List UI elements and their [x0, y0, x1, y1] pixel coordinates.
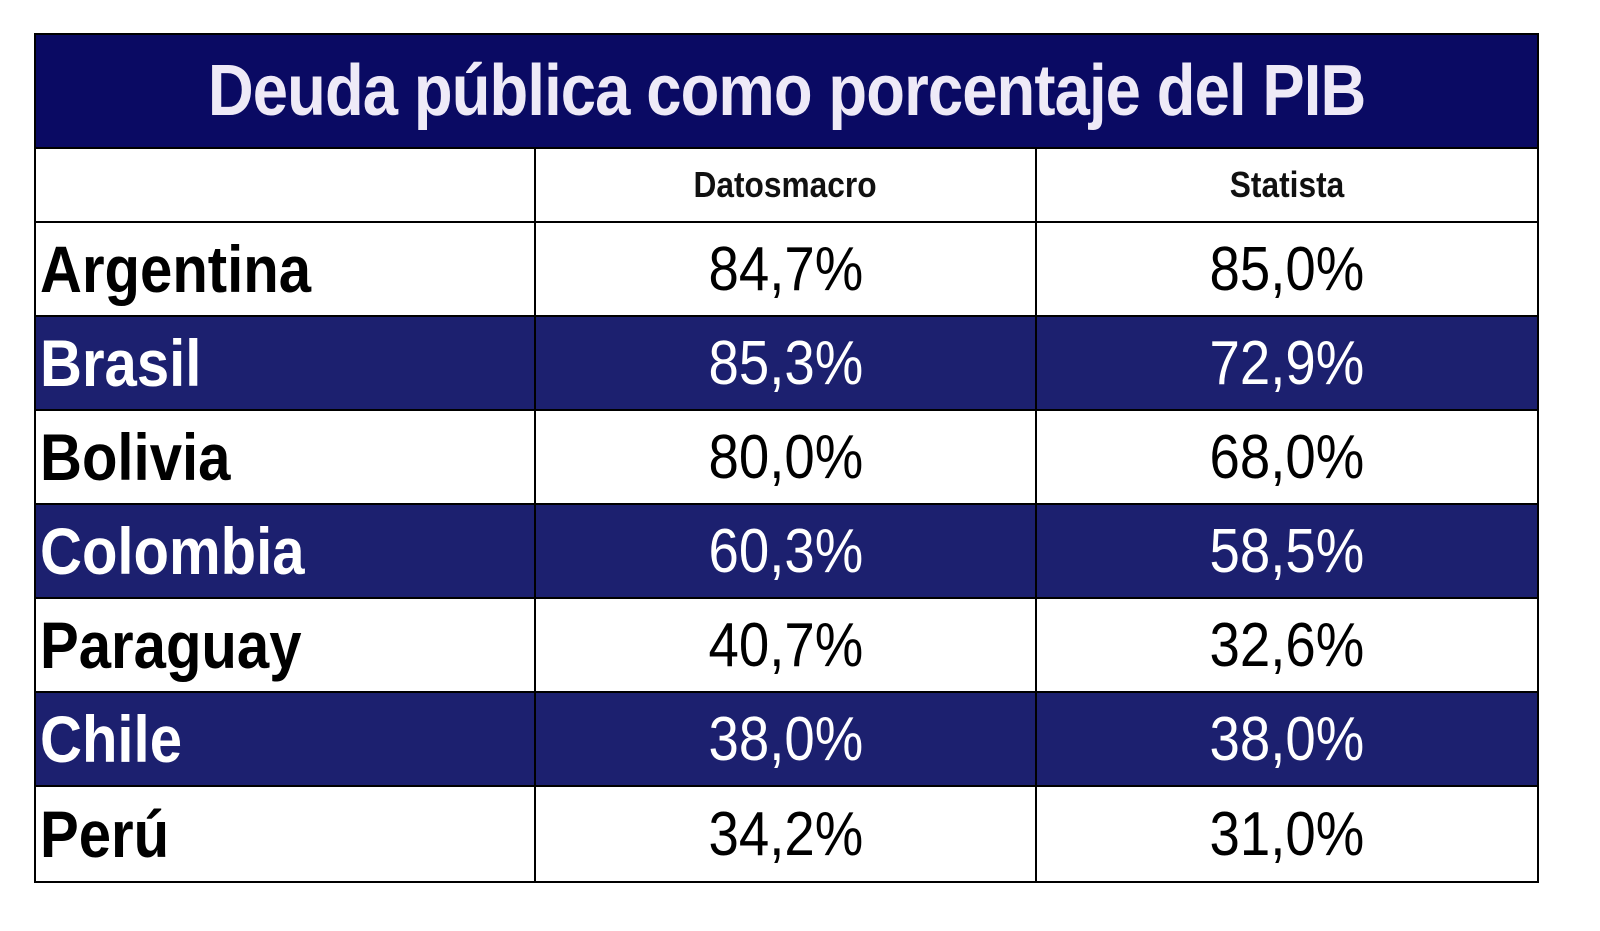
country-cell: Brasil — [36, 317, 536, 409]
country-cell: Chile — [36, 693, 536, 785]
statista-value-cell: 68,0% — [1037, 411, 1537, 503]
datosmacro-value-cell: 85,3% — [536, 317, 1037, 409]
header-cell-datosmacro: Datosmacro — [536, 149, 1037, 221]
table-row: Colombia 60,3% 58,5% — [36, 505, 1537, 599]
country-cell: Perú — [36, 787, 536, 881]
debt-table: Deuda pública como porcentaje del PIB Da… — [34, 33, 1539, 883]
statista-value-text: 72,9% — [1209, 328, 1365, 398]
table-row: Paraguay 40,7% 32,6% — [36, 599, 1537, 693]
statista-value-cell: 72,9% — [1037, 317, 1537, 409]
table-title-bar: Deuda pública como porcentaje del PIB — [36, 35, 1537, 149]
datosmacro-value-cell: 60,3% — [536, 505, 1037, 597]
header-row: Datosmacro Statista — [36, 149, 1537, 223]
datosmacro-value-text: 40,7% — [708, 610, 863, 680]
column-header-datosmacro: Datosmacro — [693, 164, 878, 205]
header-cell-empty — [36, 149, 536, 221]
table-row: Brasil 85,3% 72,9% — [36, 317, 1537, 411]
datosmacro-value-cell: 40,7% — [536, 599, 1037, 691]
datosmacro-value-cell: 84,7% — [536, 223, 1037, 315]
statista-value-text: 68,0% — [1209, 422, 1365, 492]
country-text: Bolivia — [40, 420, 231, 494]
country-cell: Colombia — [36, 505, 536, 597]
country-text: Argentina — [40, 232, 312, 306]
country-text: Brasil — [40, 326, 202, 400]
datosmacro-value-cell: 80,0% — [536, 411, 1037, 503]
statista-value-cell: 32,6% — [1037, 599, 1537, 691]
header-cell-statista: Statista — [1037, 149, 1537, 221]
table-row: Perú 34,2% 31,0% — [36, 787, 1537, 881]
statista-value-cell: 85,0% — [1037, 223, 1537, 315]
statista-value-text: 58,5% — [1209, 516, 1365, 586]
table-row: Chile 38,0% 38,0% — [36, 693, 1537, 787]
statista-value-text: 31,0% — [1209, 799, 1365, 869]
country-text: Colombia — [40, 514, 305, 588]
country-text: Paraguay — [40, 608, 302, 682]
statista-value-text: 85,0% — [1209, 234, 1365, 304]
country-cell: Paraguay — [36, 599, 536, 691]
datosmacro-value-text: 34,2% — [708, 799, 863, 869]
table-title: Deuda pública como porcentaje del PIB — [207, 51, 1366, 131]
statista-value-cell: 58,5% — [1037, 505, 1537, 597]
country-text: Perú — [40, 797, 170, 871]
datosmacro-value-text: 85,3% — [708, 328, 863, 398]
table-row: Argentina 84,7% 85,0% — [36, 223, 1537, 317]
datosmacro-value-text: 80,0% — [708, 422, 863, 492]
country-text: Chile — [40, 702, 182, 776]
statista-value-cell: 31,0% — [1037, 787, 1537, 881]
country-cell: Argentina — [36, 223, 536, 315]
datosmacro-value-text: 38,0% — [708, 704, 863, 774]
datosmacro-value-cell: 34,2% — [536, 787, 1037, 881]
table-body: Argentina 84,7% 85,0% Brasil 85,3% 72,9% Boliv… — [36, 223, 1537, 881]
statista-value-cell: 38,0% — [1037, 693, 1537, 785]
table-row: Bolivia 80,0% 68,0% — [36, 411, 1537, 505]
country-cell: Bolivia — [36, 411, 536, 503]
datosmacro-value-text: 60,3% — [708, 516, 863, 586]
datosmacro-value-cell: 38,0% — [536, 693, 1037, 785]
statista-value-text: 38,0% — [1209, 704, 1365, 774]
datosmacro-value-text: 84,7% — [708, 234, 863, 304]
column-header-statista: Statista — [1229, 164, 1345, 205]
statista-value-text: 32,6% — [1209, 610, 1365, 680]
